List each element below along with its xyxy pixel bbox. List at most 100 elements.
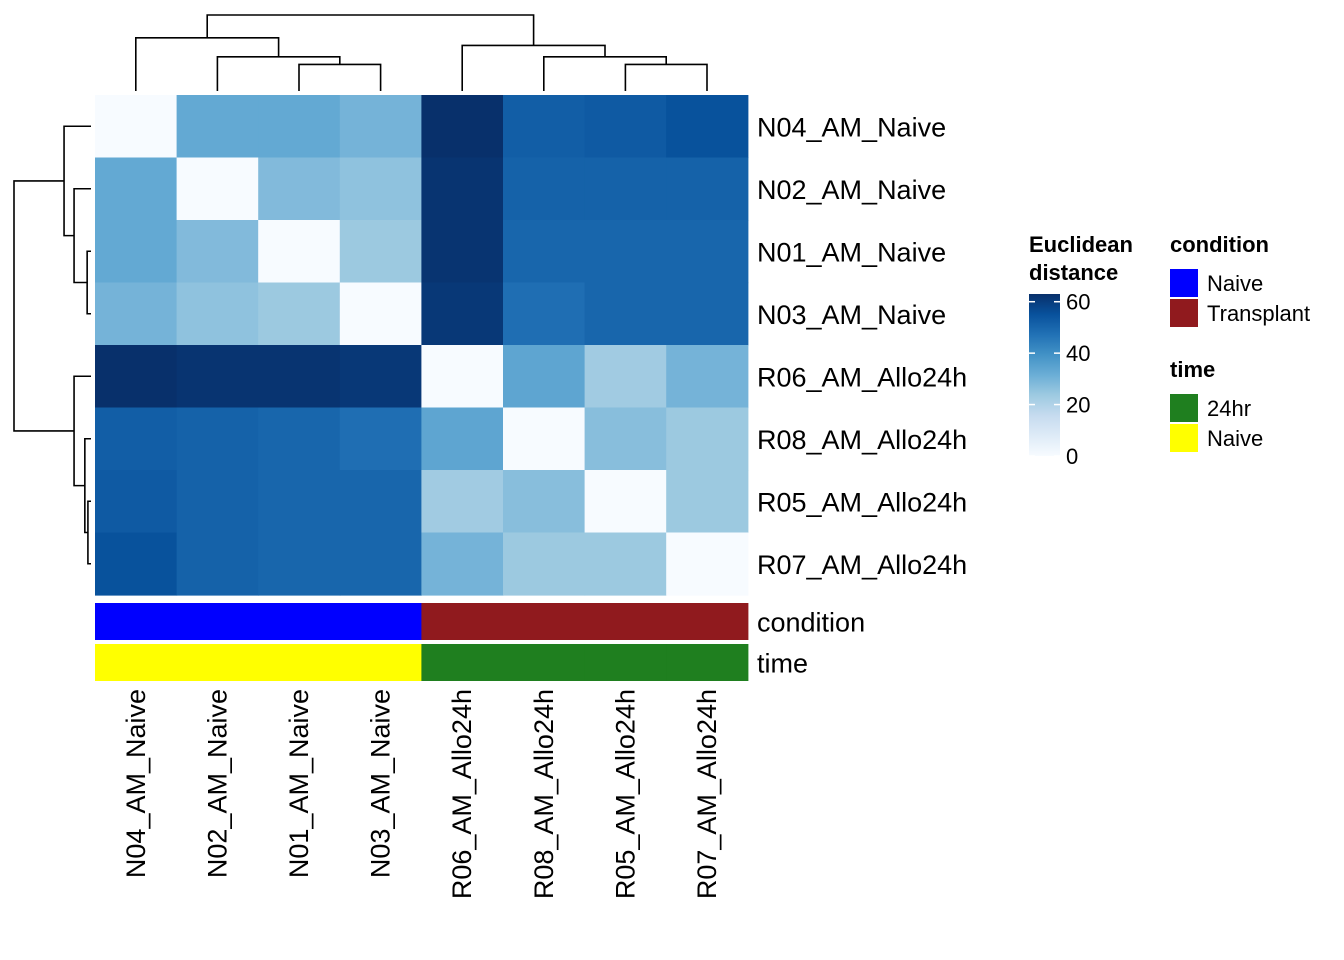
heatmap-cell xyxy=(258,95,341,159)
heatmap-cell xyxy=(584,220,667,284)
annotation-label-condition: condition xyxy=(757,608,865,638)
heatmap-cell xyxy=(503,282,586,346)
row-label: R08_AM_Allo24h xyxy=(757,425,967,455)
heatmap-cell xyxy=(503,95,586,159)
column-label: R07_AM_Allo24h xyxy=(692,689,722,899)
heatmap-cell xyxy=(421,470,504,534)
dendrogram-branch xyxy=(86,250,91,315)
dendrogram-branch xyxy=(73,187,91,284)
row-labels: N04_AM_Naive N02_AM_Naive N01_AM_Naive N03_… xyxy=(757,112,967,580)
dendrogram-branch xyxy=(624,63,708,91)
dendrogram-branch xyxy=(206,14,535,46)
heatmap-cell xyxy=(258,220,341,284)
heatmap-cell xyxy=(503,407,586,471)
heatmap-cell xyxy=(339,532,422,596)
heatmap-cell xyxy=(95,470,178,534)
row-label: N03_AM_Naive xyxy=(757,300,946,330)
heatmap-cell xyxy=(339,157,422,221)
heatmap-cell xyxy=(503,220,586,284)
column-label: N03_AM_Naive xyxy=(366,689,396,878)
heatmap-cell xyxy=(258,532,341,596)
heatmap-cell xyxy=(584,470,667,534)
row-label: R05_AM_Allo24h xyxy=(757,487,967,517)
heatmap-cell xyxy=(95,407,178,471)
legend-item-label: Naive xyxy=(1207,426,1263,451)
legend-title-condition: condition xyxy=(1170,232,1269,257)
heatmap-cell xyxy=(421,95,504,159)
dendrogram-branch xyxy=(73,375,91,487)
annotation-labels: condition time xyxy=(757,608,865,679)
color-scale-tick-label: 60 xyxy=(1066,290,1090,315)
column-label: N04_AM_Naive xyxy=(121,689,151,878)
legend-swatch xyxy=(1170,269,1198,297)
column-label: R06_AM_Allo24h xyxy=(447,689,477,899)
dendrogram-branch xyxy=(13,180,75,432)
legend-swatch xyxy=(1170,394,1198,422)
heatmap-cell xyxy=(421,157,504,221)
legend-item-label: Transplant xyxy=(1207,301,1310,326)
heatmap-cell xyxy=(258,157,341,221)
legend-swatch xyxy=(1170,424,1198,452)
heatmap-cell xyxy=(421,282,504,346)
heatmap-cell xyxy=(584,157,667,221)
dendrogram-branch xyxy=(461,44,606,91)
heatmap-cell xyxy=(666,532,749,596)
heatmap-cell xyxy=(176,470,259,534)
color-scale-tick-label: 20 xyxy=(1066,393,1090,418)
time-annotation-cell xyxy=(258,644,341,681)
time-annotation-cell xyxy=(339,644,422,681)
heatmap-cell xyxy=(503,157,586,221)
heatmap-cell xyxy=(176,532,259,596)
heatmap-cell xyxy=(584,407,667,471)
heatmap-cell xyxy=(176,95,259,159)
dendrogram-branch xyxy=(87,500,91,565)
heatmap-cells xyxy=(95,95,749,596)
color-scale-tick-label: 40 xyxy=(1066,341,1090,366)
heatmap-cell xyxy=(176,220,259,284)
condition-annotation-cell xyxy=(421,603,504,640)
annotation-label-time: time xyxy=(757,649,808,679)
time-annotation-cell xyxy=(503,644,586,681)
heatmap-cell xyxy=(339,470,422,534)
heatmap-cell xyxy=(666,282,749,346)
legend-item-label: 24hr xyxy=(1207,396,1251,421)
heatmap-cell xyxy=(666,95,749,159)
color-scale-title: Euclidean xyxy=(1029,232,1133,257)
color-scale-legend: Euclidean distance 0 20 40 60 xyxy=(1029,232,1133,469)
condition-annotation-cell xyxy=(666,603,749,640)
heatmap-cell xyxy=(258,345,341,409)
heatmap-cell xyxy=(666,470,749,534)
row-label: N01_AM_Naive xyxy=(757,237,946,267)
heatmap-cell xyxy=(176,345,259,409)
heatmap-cell xyxy=(95,157,178,221)
heatmap-cell xyxy=(339,407,422,471)
heatmap-cell xyxy=(421,532,504,596)
column-label: N02_AM_Naive xyxy=(202,689,232,878)
time-annotation-cell xyxy=(176,644,259,681)
heatmap-cell xyxy=(95,282,178,346)
condition-annotation-cell xyxy=(339,603,422,640)
heatmap-cell xyxy=(666,220,749,284)
color-scale-tick-label: 0 xyxy=(1066,444,1078,469)
column-label: R05_AM_Allo24h xyxy=(610,689,640,899)
heatmap-cell xyxy=(176,407,259,471)
dendrogram-branch xyxy=(63,125,91,237)
dendrogram-branch xyxy=(216,56,341,91)
heatmap-cell xyxy=(176,282,259,346)
row-label: N04_AM_Naive xyxy=(757,112,946,142)
annotation-legends: condition Naive Transplant time 24hr Naive xyxy=(1170,232,1310,452)
heatmap-cell xyxy=(584,282,667,346)
heatmap-cell xyxy=(421,407,504,471)
dendrogram-branch xyxy=(298,63,382,91)
heatmap-cell xyxy=(95,532,178,596)
annotation-bars xyxy=(95,603,749,681)
heatmap-cell xyxy=(503,470,586,534)
row-dendrogram xyxy=(13,125,91,565)
column-label: N01_AM_Naive xyxy=(284,689,314,878)
heatmap-cell xyxy=(666,345,749,409)
condition-annotation-cell xyxy=(176,603,259,640)
heatmap-cell xyxy=(258,282,341,346)
heatmap-cell xyxy=(421,345,504,409)
condition-annotation-cell xyxy=(584,603,667,640)
heatmap-cell xyxy=(421,220,504,284)
